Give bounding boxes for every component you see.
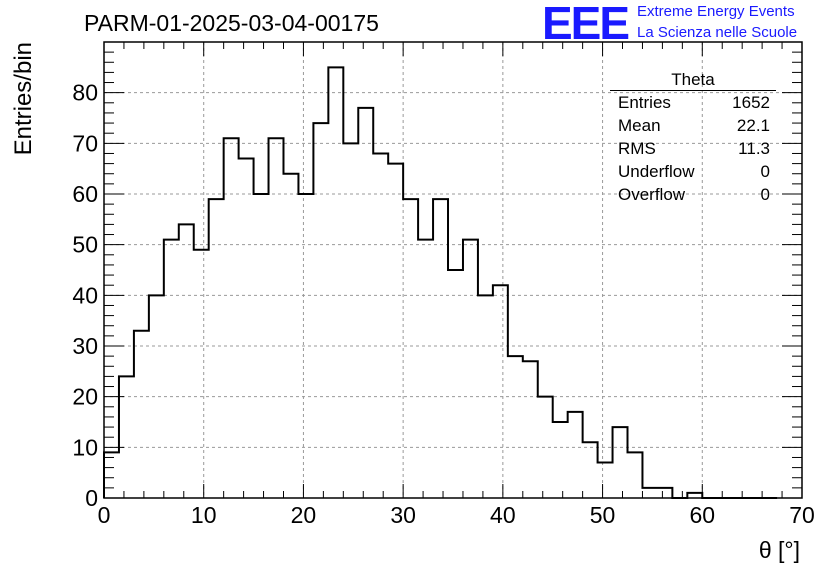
- x-tick-label: 0: [98, 502, 111, 528]
- y-axis-label: Entries/bin: [10, 42, 37, 155]
- stats-key: Entries: [618, 93, 671, 112]
- stats-row-mean: Mean 22.1: [618, 116, 770, 138]
- y-tick-label: 30: [72, 333, 98, 359]
- logo-line-1: Extreme Energy Events: [637, 3, 795, 20]
- stats-value: 0: [760, 185, 770, 204]
- y-tick-label: 50: [72, 232, 98, 258]
- x-tick-label: 10: [191, 502, 217, 528]
- axis-ticks: [103, 42, 803, 499]
- stats-key: Overflow: [618, 185, 686, 204]
- y-tick-label: 80: [72, 80, 98, 106]
- stats-value: 0: [760, 162, 770, 181]
- y-tick-label: 40: [72, 282, 98, 308]
- plot-frame: [103, 41, 803, 499]
- y-tick-label: 70: [72, 130, 98, 156]
- stats-key: Underflow: [618, 162, 695, 181]
- eee-logo: EEE: [542, 0, 630, 49]
- x-tick-label: 20: [291, 502, 317, 528]
- stats-divider: [610, 90, 776, 91]
- y-tick-label: 60: [72, 181, 98, 207]
- x-tick-label: 30: [390, 502, 416, 528]
- stats-value: 1652: [732, 93, 770, 112]
- stats-value: 11.3: [738, 139, 770, 158]
- stats-row-rms: RMS 11.3: [618, 139, 770, 161]
- logo-line-2: La Scienza nelle Scuole: [637, 24, 798, 41]
- tick-labels: 0 10 20 30 40 50 60 70 0 10 20 30 40 50 60 70 80: [72, 80, 814, 528]
- x-axis-label: θ [°]: [759, 537, 800, 563]
- histogram-series: [103, 66, 778, 499]
- grid-lines: [104, 42, 802, 498]
- stats-title: Theta: [671, 70, 715, 89]
- x-tick-label: 50: [590, 502, 616, 528]
- x-tick-label: 60: [689, 502, 715, 528]
- x-tick-label: 40: [490, 502, 516, 528]
- y-tick-label: 10: [72, 434, 98, 460]
- stats-row-overflow: Overflow 0: [618, 185, 770, 207]
- stats-value: 22.1: [736, 116, 770, 135]
- stats-key: RMS: [618, 139, 656, 158]
- y-tick-label: 20: [72, 384, 98, 410]
- stats-row-underflow: Underflow 0: [618, 162, 770, 184]
- chart-title: PARM-01-2025-03-04-00175: [84, 10, 379, 36]
- y-tick-label: 0: [85, 485, 98, 511]
- stats-row-entries: Entries 1652: [618, 93, 770, 115]
- stats-key: Mean: [618, 116, 661, 135]
- x-tick-label: 70: [789, 502, 815, 528]
